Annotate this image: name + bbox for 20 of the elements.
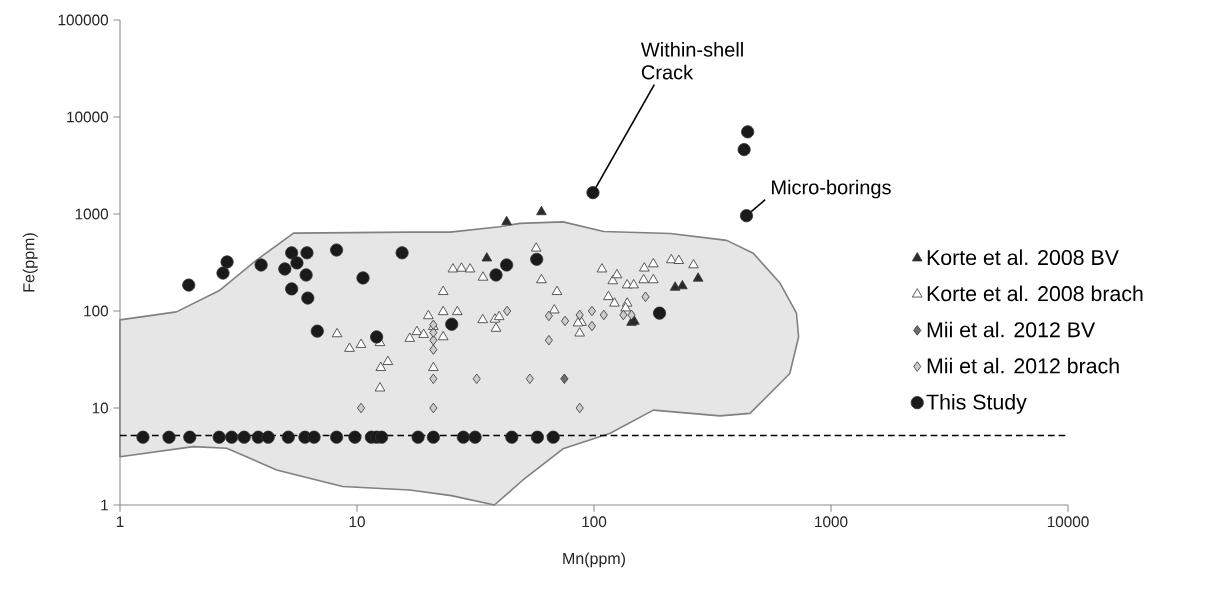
- y-tick-label: 100: [84, 305, 109, 317]
- legend-label: Korte et al. 2008 BV: [927, 249, 1119, 266]
- y-tick-label: 100000: [58, 14, 109, 26]
- annotation: Micro-borings: [772, 179, 891, 199]
- x-tick-label: 100: [582, 516, 607, 528]
- legend-label: Mii et al. 2012 brach: [927, 357, 1119, 374]
- legend-label: Mii et al. 2012 BV: [927, 321, 1096, 338]
- y-tick-label: 10: [92, 402, 109, 414]
- annotation: Within-shell Crack: [640, 42, 743, 80]
- y-tick-label: 1: [101, 499, 108, 511]
- x-tick-label: 1000: [815, 516, 848, 528]
- x-tick-label: 10: [349, 516, 365, 528]
- x-axis-title: Mn(ppm): [563, 552, 625, 568]
- y-axis-title: Fe(ppm): [22, 233, 38, 292]
- x-tick-label: 10000: [1047, 516, 1089, 528]
- legend-label: Korte et al. 2008 brach: [927, 285, 1143, 302]
- y-tick-label: 1000: [75, 208, 109, 220]
- legend-label: This Study: [926, 393, 1027, 414]
- y-tick-label: 10000: [67, 111, 109, 123]
- x-tick-label: 1: [116, 516, 124, 527]
